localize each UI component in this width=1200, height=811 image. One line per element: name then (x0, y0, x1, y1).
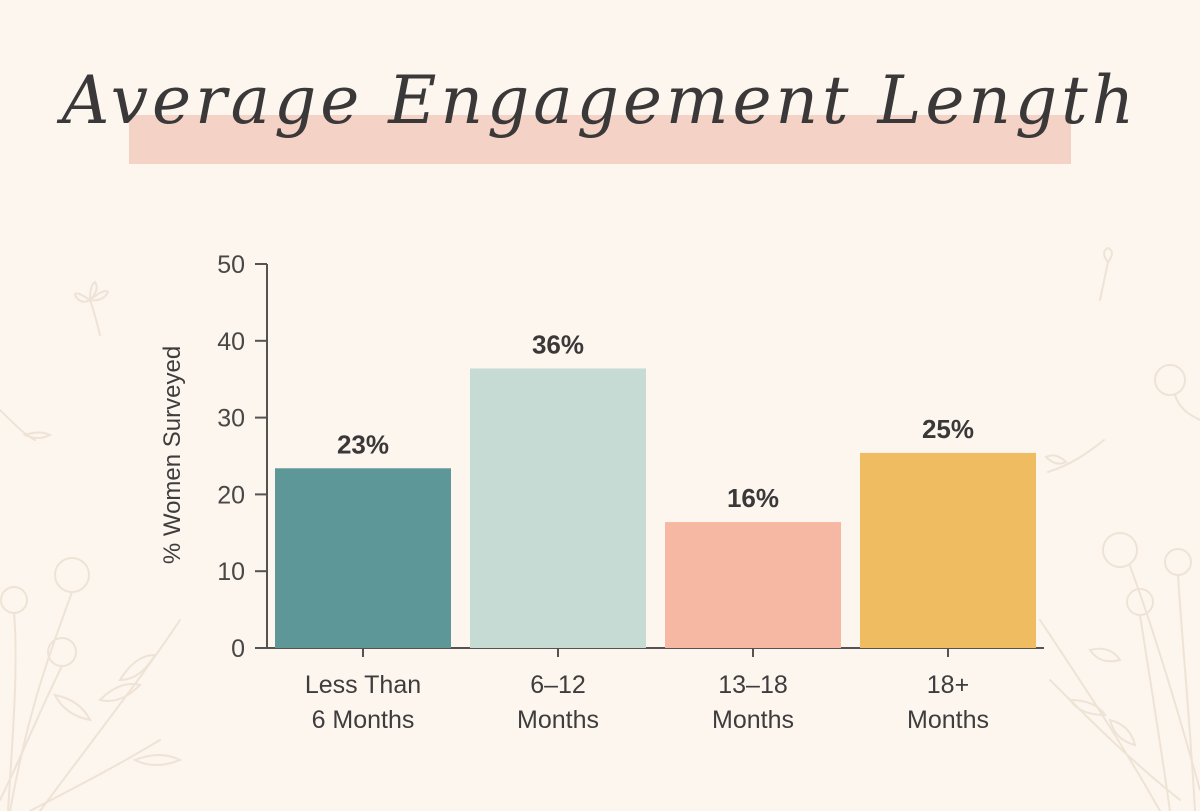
x-tick-label: Months (712, 706, 794, 734)
y-tick-label: 30 (217, 405, 245, 433)
x-tick-label: Less Than (305, 671, 421, 699)
leaf-left-icon (0, 280, 110, 441)
floral-left-icon (0, 557, 183, 811)
y-tick-label: 50 (217, 251, 245, 279)
bar (860, 452, 1036, 648)
bar-value-label: 16% (727, 483, 779, 513)
bar-value-label: 36% (532, 329, 584, 359)
bar-value-label: 23% (337, 429, 389, 459)
x-tick-label: 6 Months (312, 706, 415, 734)
y-tick-label: 10 (217, 558, 245, 586)
x-tick-label: 13–18 (718, 671, 788, 699)
bar-value-label: 25% (922, 414, 974, 444)
x-tick-label: Months (517, 706, 599, 734)
title-highlight (129, 115, 1071, 164)
y-tick-label: 0 (231, 635, 245, 663)
y-axis-title: % Women Surveyed (159, 346, 186, 564)
y-tick-label: 40 (217, 328, 245, 356)
x-tick-label: Months (907, 706, 989, 734)
y-tick-label: 20 (217, 481, 245, 509)
x-axis: Less Than 6 Months 6–12 Months 13–18 Months 18… (267, 647, 1044, 734)
y-axis: 0 10 20 30 40 50 (217, 251, 268, 663)
floral-right-icon (1039, 246, 1200, 811)
bar (470, 368, 646, 648)
bar (275, 468, 451, 648)
bars: 23% 36% 16% 25% (275, 329, 1036, 648)
x-tick-label: 18+ (927, 671, 969, 699)
chart-title: Average Engagement Length (61, 62, 1139, 139)
x-tick-label: 6–12 (530, 671, 586, 699)
bar (665, 522, 841, 648)
